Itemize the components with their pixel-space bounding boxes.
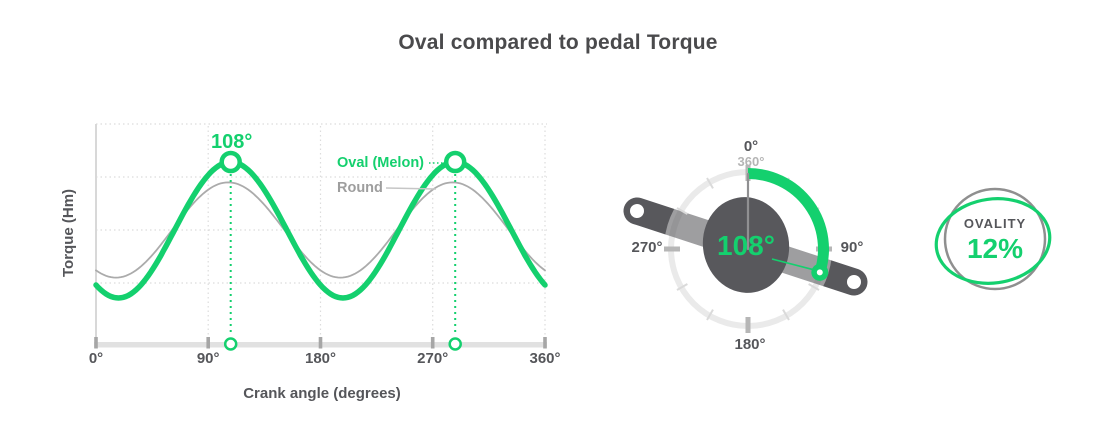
badge-round-outline — [943, 187, 1047, 291]
oval-peak-marker — [219, 150, 242, 174]
x-axis-ticks — [94, 337, 547, 349]
legend-oval-melon: Oval (Melon) — [337, 155, 424, 171]
gauge-tick — [706, 309, 714, 321]
gauge-label-0: 0° — [744, 138, 758, 155]
chart-gridlines — [96, 123, 547, 337]
gauge-value: 108° — [717, 230, 775, 261]
pedal-hole-left — [630, 204, 644, 218]
gauge-tick — [676, 207, 688, 215]
gauge-label-180: 180° — [734, 336, 765, 353]
x-tick-360: 360° — [529, 350, 560, 367]
gauge-tick — [808, 283, 820, 291]
x-axis-title: Crank angle (degrees) — [243, 385, 401, 402]
oval-chainring-hub — [702, 197, 790, 293]
gauge-tick — [706, 177, 714, 189]
pedal-hole-right — [847, 275, 861, 289]
gauge-tick — [782, 309, 790, 321]
arc-end-dot-center — [816, 269, 823, 276]
crank-angle-gauge: 108° 0° 360° 90° 180° 270° — [623, 138, 868, 353]
gauge-label-360: 360° — [738, 154, 765, 169]
value-connector-line — [771, 258, 817, 272]
x-tick-270: 270° — [417, 350, 448, 367]
oval-peak-marker — [443, 150, 467, 174]
peak-angle-annotation: 108° — [211, 131, 252, 153]
oval-torque-curve — [93, 159, 548, 301]
x-tick-180: 180° — [305, 350, 336, 367]
ovality-value: 12% — [967, 233, 1023, 264]
gauge-label-90: 90° — [841, 239, 864, 256]
ovality-badge: OVALITY 12% — [934, 187, 1052, 291]
badge-oval-outline — [934, 197, 1052, 285]
x-tick-0: 0° — [89, 350, 103, 367]
x-tick-90: 90° — [197, 350, 220, 367]
page-title: Oval compared to pedal Torque — [398, 31, 718, 54]
gauge-tick — [676, 283, 688, 291]
gauge-label-270: 270° — [631, 239, 662, 256]
legend-round: Round — [337, 180, 383, 196]
legend-round-leader-line — [385, 187, 437, 190]
gauge-progress-arc — [747, 168, 829, 274]
y-axis-title: Torque (Hm) — [60, 189, 77, 277]
ovality-label: OVALITY — [964, 216, 1026, 231]
torque-chart: 108° Oval (Melon) Round 0° 90° 180° 270°… — [60, 123, 561, 402]
peak-axis-circle — [223, 337, 238, 351]
peak-axis-circle — [448, 337, 462, 351]
